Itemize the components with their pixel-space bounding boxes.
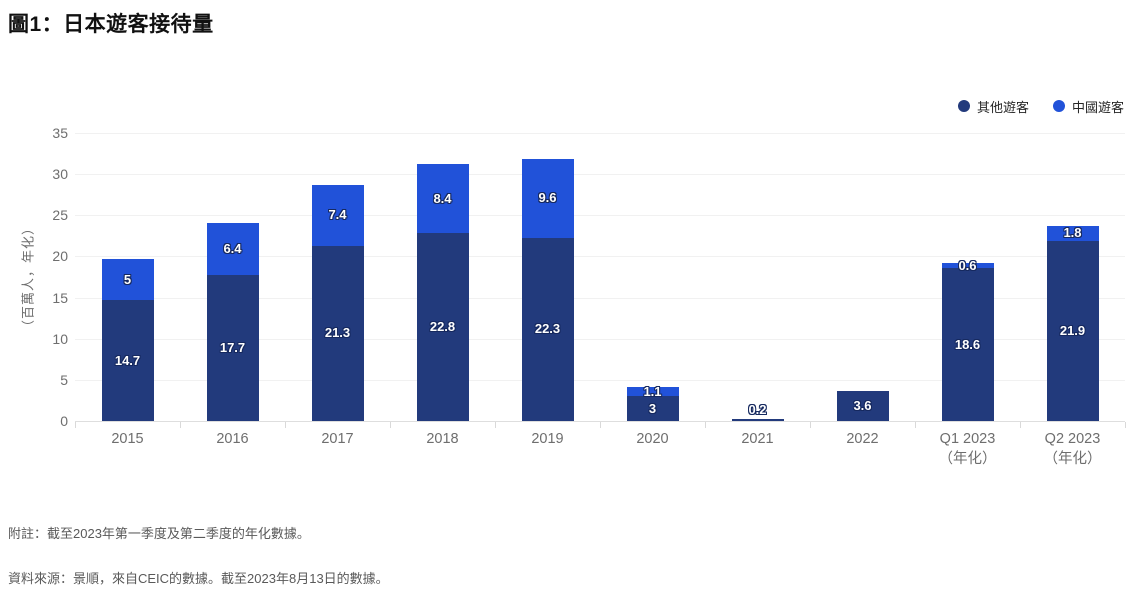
x-category-label: 2020 [636,431,669,447]
x-category-label: 2017 [321,431,354,447]
bar-segment [311,184,364,246]
chart-title: 圖1：日本遊客接待量 [8,13,214,36]
bar-value-label: 6.4 [223,241,242,256]
bar-segment [206,222,259,276]
y-tick-label: 0 [60,413,68,429]
x-category-label: 2021 [741,431,774,447]
bar-value-label: 7.4 [328,207,347,223]
legend-label: 中國遊客 [1071,99,1124,115]
bar-value-label: 18.6 [954,336,981,352]
bar-value-label: 22.3 [534,321,561,337]
legend-label: 其他遊客 [976,99,1029,115]
x-tick-mark [810,422,811,428]
x-category-label: 2019 [531,431,564,447]
x-axis-line [75,421,1125,422]
bar-value-label: 21.3 [324,325,351,341]
legend-item: 中國遊客 [1052,97,1124,116]
x-category-label: 2022 [846,431,879,447]
x-tick-mark [285,422,286,428]
bar-value-label: 8.4 [433,190,452,206]
x-category-label: 2016 [216,431,249,447]
y-tick-label: 25 [52,207,68,224]
x-category-label: Q1 2023 （年化） [938,431,997,467]
bar-value-label: 5 [123,271,132,287]
bar-value-label: 17.7 [219,340,246,356]
y-axis-title: （百萬人，年化） [20,220,36,334]
x-tick-mark [705,422,706,428]
gridline [75,256,1125,258]
y-tick-label: 5 [60,371,68,388]
bar-segment [416,233,469,421]
x-tick-mark [75,422,76,428]
gridline [75,379,1125,381]
bar-value-label: 9.6 [538,190,557,205]
bar-value-label: 14.7 [114,352,141,368]
bar-value-label: 21.9 [1059,322,1086,338]
bar-segment [311,245,364,421]
footnote-source: 資料來源：景順，來自CEIC的數據。截至2023年8月13日的數據。 [8,571,389,586]
legend: 其他遊客 中國遊客 [957,97,1124,116]
bar-value-label: 0.6 [958,257,977,273]
bar-value-label: 0.2 [748,402,767,418]
footnote-note: 附註：截至2023年第一季度及第二季度的年化數據。 [8,526,310,541]
gridline [75,297,1125,299]
bar-segment [416,164,469,234]
bar-value-label: 3.6 [853,398,872,414]
bar-segment [101,300,154,421]
x-tick-mark [1020,422,1021,428]
bar-segment [1046,226,1099,241]
x-tick-mark [180,422,181,428]
bar-value-label: 3 [648,400,657,416]
x-tick-mark [915,422,916,428]
y-tick-label: 15 [52,289,68,306]
x-tick-mark [390,422,391,428]
legend-item: 其他遊客 [957,97,1029,116]
bar-value-label: 1.1 [643,383,662,399]
x-tick-mark [600,422,601,428]
x-category-label: Q2 2023 （年化） [1043,431,1102,467]
bar-segment [521,158,574,238]
x-tick-mark [1125,422,1126,428]
y-tick-label: 35 [52,125,68,141]
y-tick-label: 30 [52,166,68,183]
bar-segment [941,267,994,421]
x-category-label: 2018 [426,431,459,447]
gridline [75,338,1125,340]
bar-value-label: 1.8 [1063,225,1082,241]
bar-segment [101,258,154,300]
bar-segment [941,263,994,268]
bar-segment [521,237,574,421]
gridline [75,215,1125,217]
y-tick-label: 20 [52,248,68,265]
bar-segment [1046,240,1099,421]
legend-dot-icon [957,100,970,112]
bar-segment [626,387,679,397]
bar-segment [731,419,784,421]
y-tick-label: 10 [52,330,68,347]
x-category-label: 2015 [111,431,144,447]
bar-value-label: 22.8 [429,319,456,335]
gridline [75,174,1125,176]
legend-dot-icon [1052,100,1065,112]
bar-segment [626,396,679,421]
bar-segment [836,391,889,421]
gridline [75,133,1125,134]
bar-segment [206,275,259,421]
x-tick-mark [495,422,496,428]
